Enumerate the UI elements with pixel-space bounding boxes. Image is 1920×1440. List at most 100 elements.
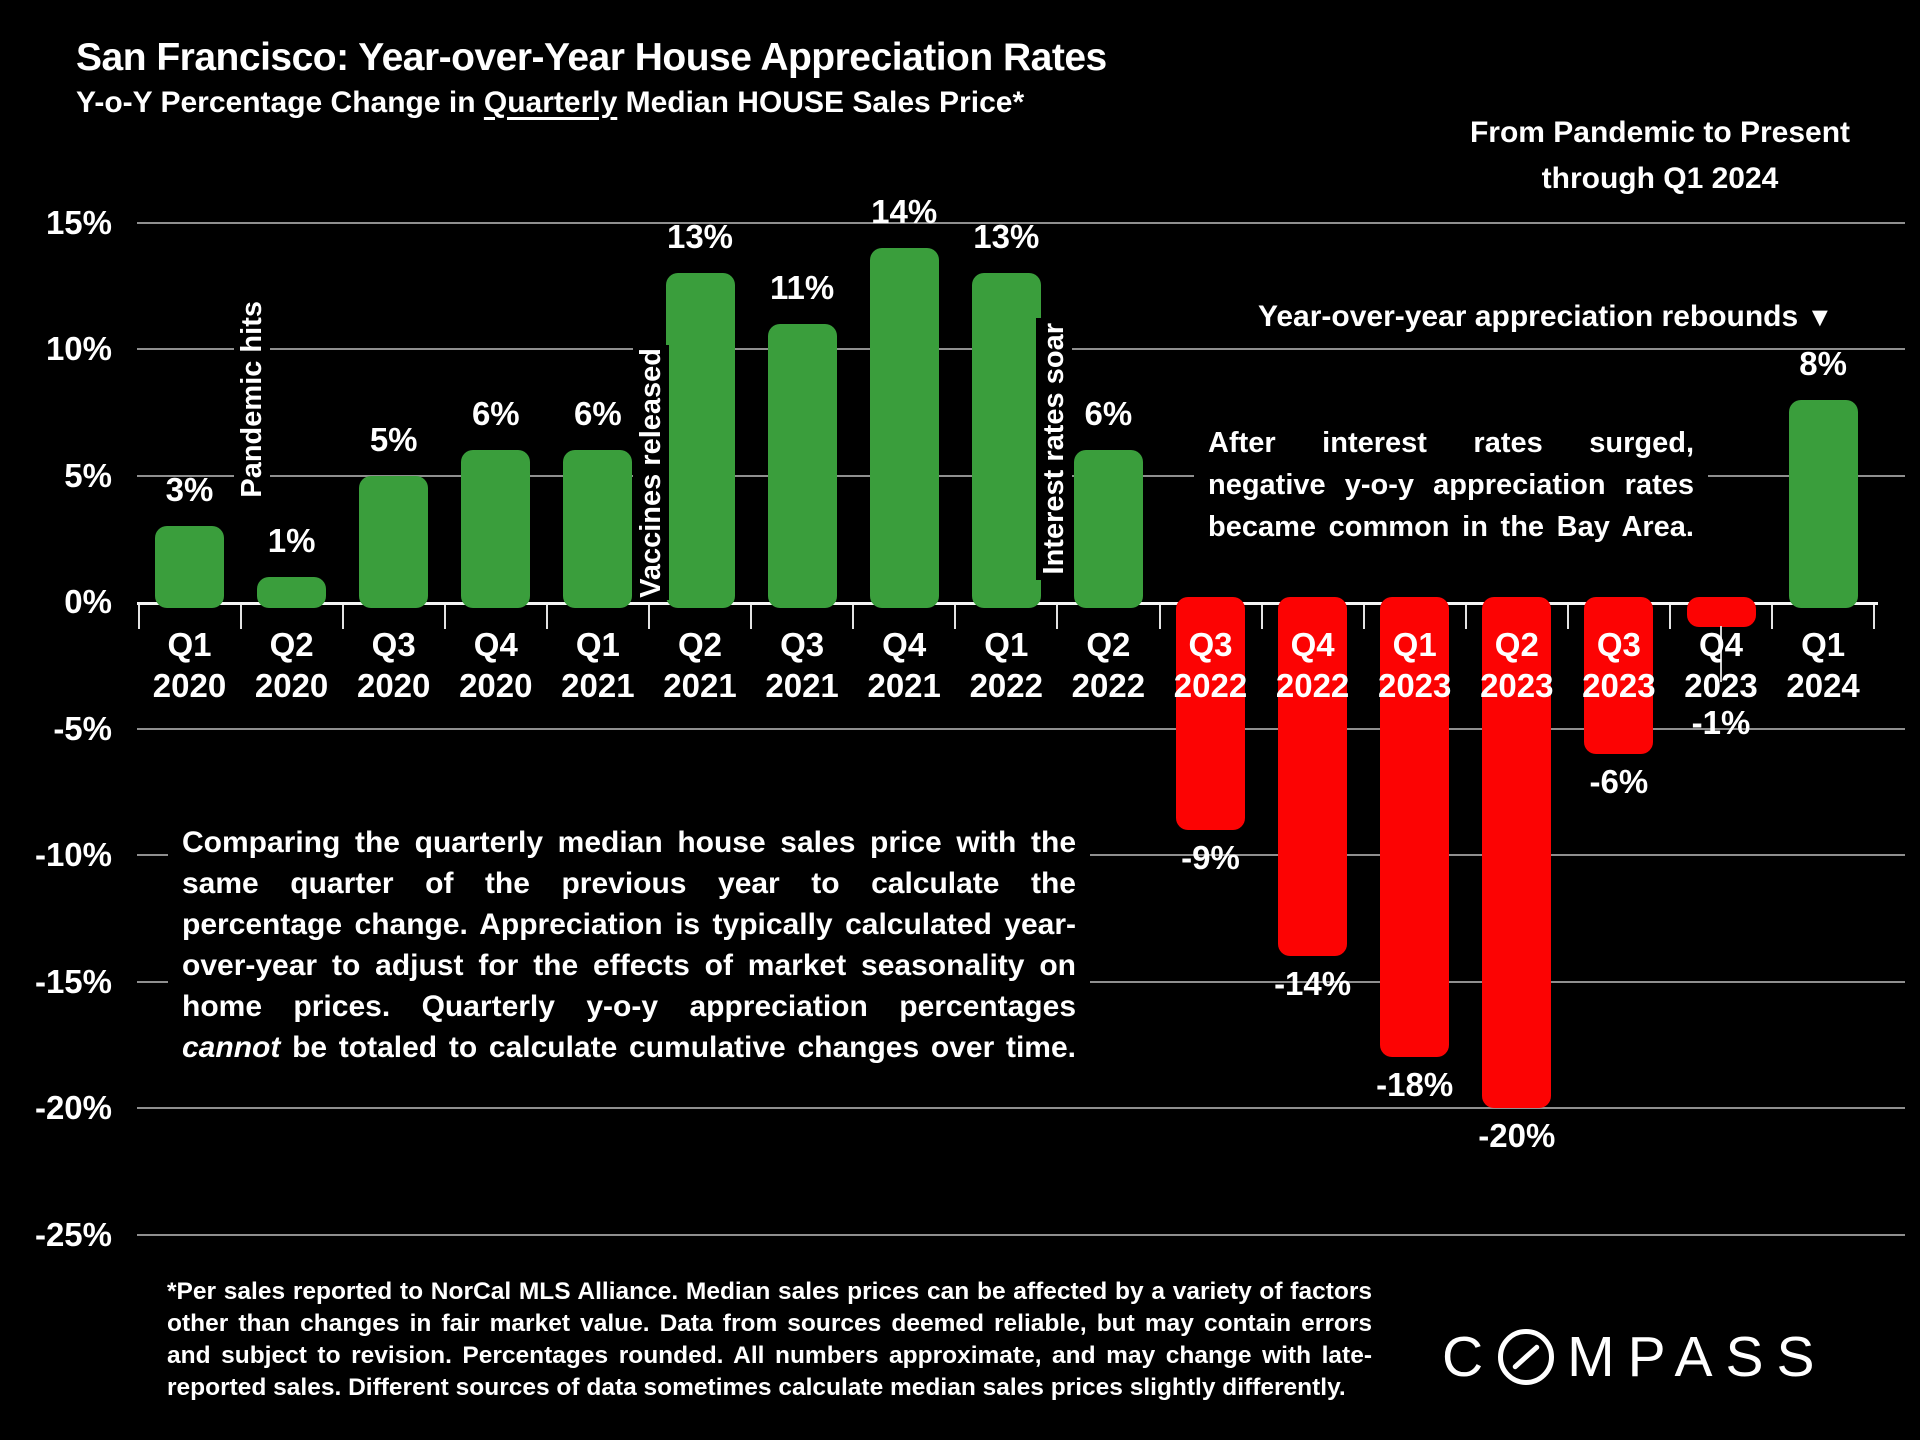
y-axis-label: -25% <box>34 1215 112 1253</box>
compass-letters-rest: MPASS <box>1567 1325 1828 1389</box>
y-axis-label: -15% <box>34 962 112 1000</box>
bar-q4-2022 <box>1278 597 1348 957</box>
italic-word: cannot <box>182 1031 281 1064</box>
body-note-line: Comparing the quarterly median house sal… <box>182 826 1076 859</box>
axis-tick <box>750 605 753 629</box>
annotation-text: Interest rates soar <box>1037 323 1070 575</box>
y-axis-label: 5% <box>64 456 112 494</box>
bar-value-label: 13% <box>666 218 734 256</box>
axis-tick <box>1158 605 1161 629</box>
axis-tick <box>954 605 957 629</box>
bar-quarter-label: Q4 2020 <box>426 624 566 706</box>
bar-q2-2021 <box>665 273 735 608</box>
side-note-line: became common in the Bay Area. <box>1208 511 1694 543</box>
axis-tick <box>1566 605 1569 629</box>
year-line: 2022 <box>1173 667 1248 704</box>
period-note-line2: through Q1 2024 <box>1541 162 1779 195</box>
body-note-line: home prices. Quarterly y-o-y appreciatio… <box>182 990 1076 1023</box>
compass-needle-icon <box>1511 1343 1541 1371</box>
bar-value-label: 11% <box>769 268 835 306</box>
axis-tick <box>545 605 548 629</box>
bar-q3-2023 <box>1584 597 1654 754</box>
year-line: 2021 <box>663 667 737 704</box>
annotation-interest-rates-soar: Interest rates soar <box>1036 318 1072 580</box>
period-note: From Pandemic to Present through Q1 2024 <box>1395 110 1920 202</box>
y-axis-label: -5% <box>53 709 112 747</box>
quarter-line: Q1 <box>167 626 212 663</box>
annotation-text: Pandemic hits <box>235 300 268 498</box>
bar-quarter-label: Q1 2024 <box>1753 624 1893 706</box>
axis-tick <box>648 605 650 629</box>
bar-value-label: -20% <box>1478 1117 1556 1154</box>
bar-q1-2020 <box>155 526 224 608</box>
bar-value-label: 8% <box>1799 344 1847 382</box>
rebound-note-text: Year-over-year appreciation rebounds <box>1258 300 1799 333</box>
year-line: 2023 <box>1480 667 1554 704</box>
gridline--5 <box>137 727 1905 730</box>
quarter-line: Q3 <box>371 626 416 663</box>
bar-quarter-label: Q4 2022 <box>1243 624 1383 706</box>
bar-quarter-label: Q4 2021 <box>834 624 974 706</box>
compass-logo: C MPASS <box>1442 1326 1828 1388</box>
gridline--20 <box>137 1107 1905 1109</box>
body-note: Comparing the quarterly median house sal… <box>168 816 1090 1074</box>
axis-tick <box>1771 605 1774 629</box>
bar-q3-2022 <box>1176 597 1245 830</box>
axis-tick <box>443 605 446 629</box>
bar-quarter-label: Q2 2021 <box>630 624 770 706</box>
axis-tick <box>239 605 242 629</box>
year-line: 2020 <box>254 667 329 704</box>
subtitle-pre: Y-o-Y Percentage Change in <box>76 86 484 119</box>
bar-quarter-label: Q3 2023 <box>1549 624 1689 706</box>
subtitle-underlined-word: Quarterly <box>483 86 618 119</box>
bar-value-label: -9% <box>1181 838 1240 876</box>
axis-tick <box>1669 605 1671 629</box>
quarter-line: Q1 <box>1801 626 1846 663</box>
bar-quarter-label: Q3 2022 <box>1141 624 1281 706</box>
rebound-note: Year-over-year appreciation rebounds ▼ <box>1258 300 1833 334</box>
bar-value-label: -18% <box>1376 1066 1454 1104</box>
year-line: 2021 <box>765 667 839 704</box>
axis-tick <box>1260 605 1263 629</box>
year-line: 2022 <box>1275 667 1350 704</box>
y-axis-label: 0% <box>64 583 112 620</box>
year-line: 2023 <box>1582 667 1656 704</box>
quarter-line: Q4 <box>882 626 927 663</box>
bar-value-label: -6% <box>1589 762 1649 800</box>
axis-tick <box>1056 605 1059 629</box>
body-note-line: same quarter of the previous year to cal… <box>182 867 1076 900</box>
bar-q1-2023 <box>1380 597 1450 1058</box>
footnote-line: *Per sales reported to NorCal MLS Allian… <box>167 1278 1372 1305</box>
bar-value-label: 13% <box>973 218 1040 256</box>
bar-value-label: 6% <box>1084 395 1133 433</box>
dropline-q4-2023 <box>1720 626 1722 683</box>
bar-value-label: -1% <box>1691 704 1751 741</box>
footnote-line: reported sales. Different sources of dat… <box>167 1374 1346 1401</box>
quarter-line: Q2 <box>1494 626 1539 663</box>
quarter-line: Q1 <box>984 626 1029 663</box>
bar-quarter-label: Q4 2023 <box>1651 624 1791 706</box>
year-line: 2024 <box>1786 667 1860 704</box>
body-note-line: over-year to adjust for the effects of m… <box>182 949 1076 982</box>
year-line: 2022 <box>1071 667 1146 704</box>
y-axis-label: -20% <box>34 1089 112 1126</box>
bar-value-label: -14% <box>1274 965 1352 1003</box>
quarter-line: Q4 <box>1698 626 1744 663</box>
bar-value-label: 14% <box>871 192 938 230</box>
year-line: 2022 <box>969 667 1043 704</box>
bar-quarter-label: Q1 2023 <box>1345 624 1485 706</box>
year-line: 2023 <box>1684 667 1758 704</box>
bar-q2-2022 <box>1073 450 1143 608</box>
compass-letter-c: C <box>1442 1325 1497 1389</box>
compass-o-icon <box>1498 1329 1555 1385</box>
quarter-line: Q2 <box>269 626 314 663</box>
axis-tick <box>1362 605 1365 629</box>
footnote-line: and subject to revision. Percentages rou… <box>167 1342 1372 1369</box>
bar-quarter-label: Q2 2020 <box>222 624 362 706</box>
axis-tick <box>137 605 140 629</box>
bar-q3-2021 <box>767 323 837 608</box>
axis-tick <box>1873 605 1876 629</box>
year-line: 2020 <box>459 667 533 704</box>
bar-quarter-label: Q1 2022 <box>936 624 1076 706</box>
annotation-vaccines-released: Vaccines released <box>633 345 669 600</box>
